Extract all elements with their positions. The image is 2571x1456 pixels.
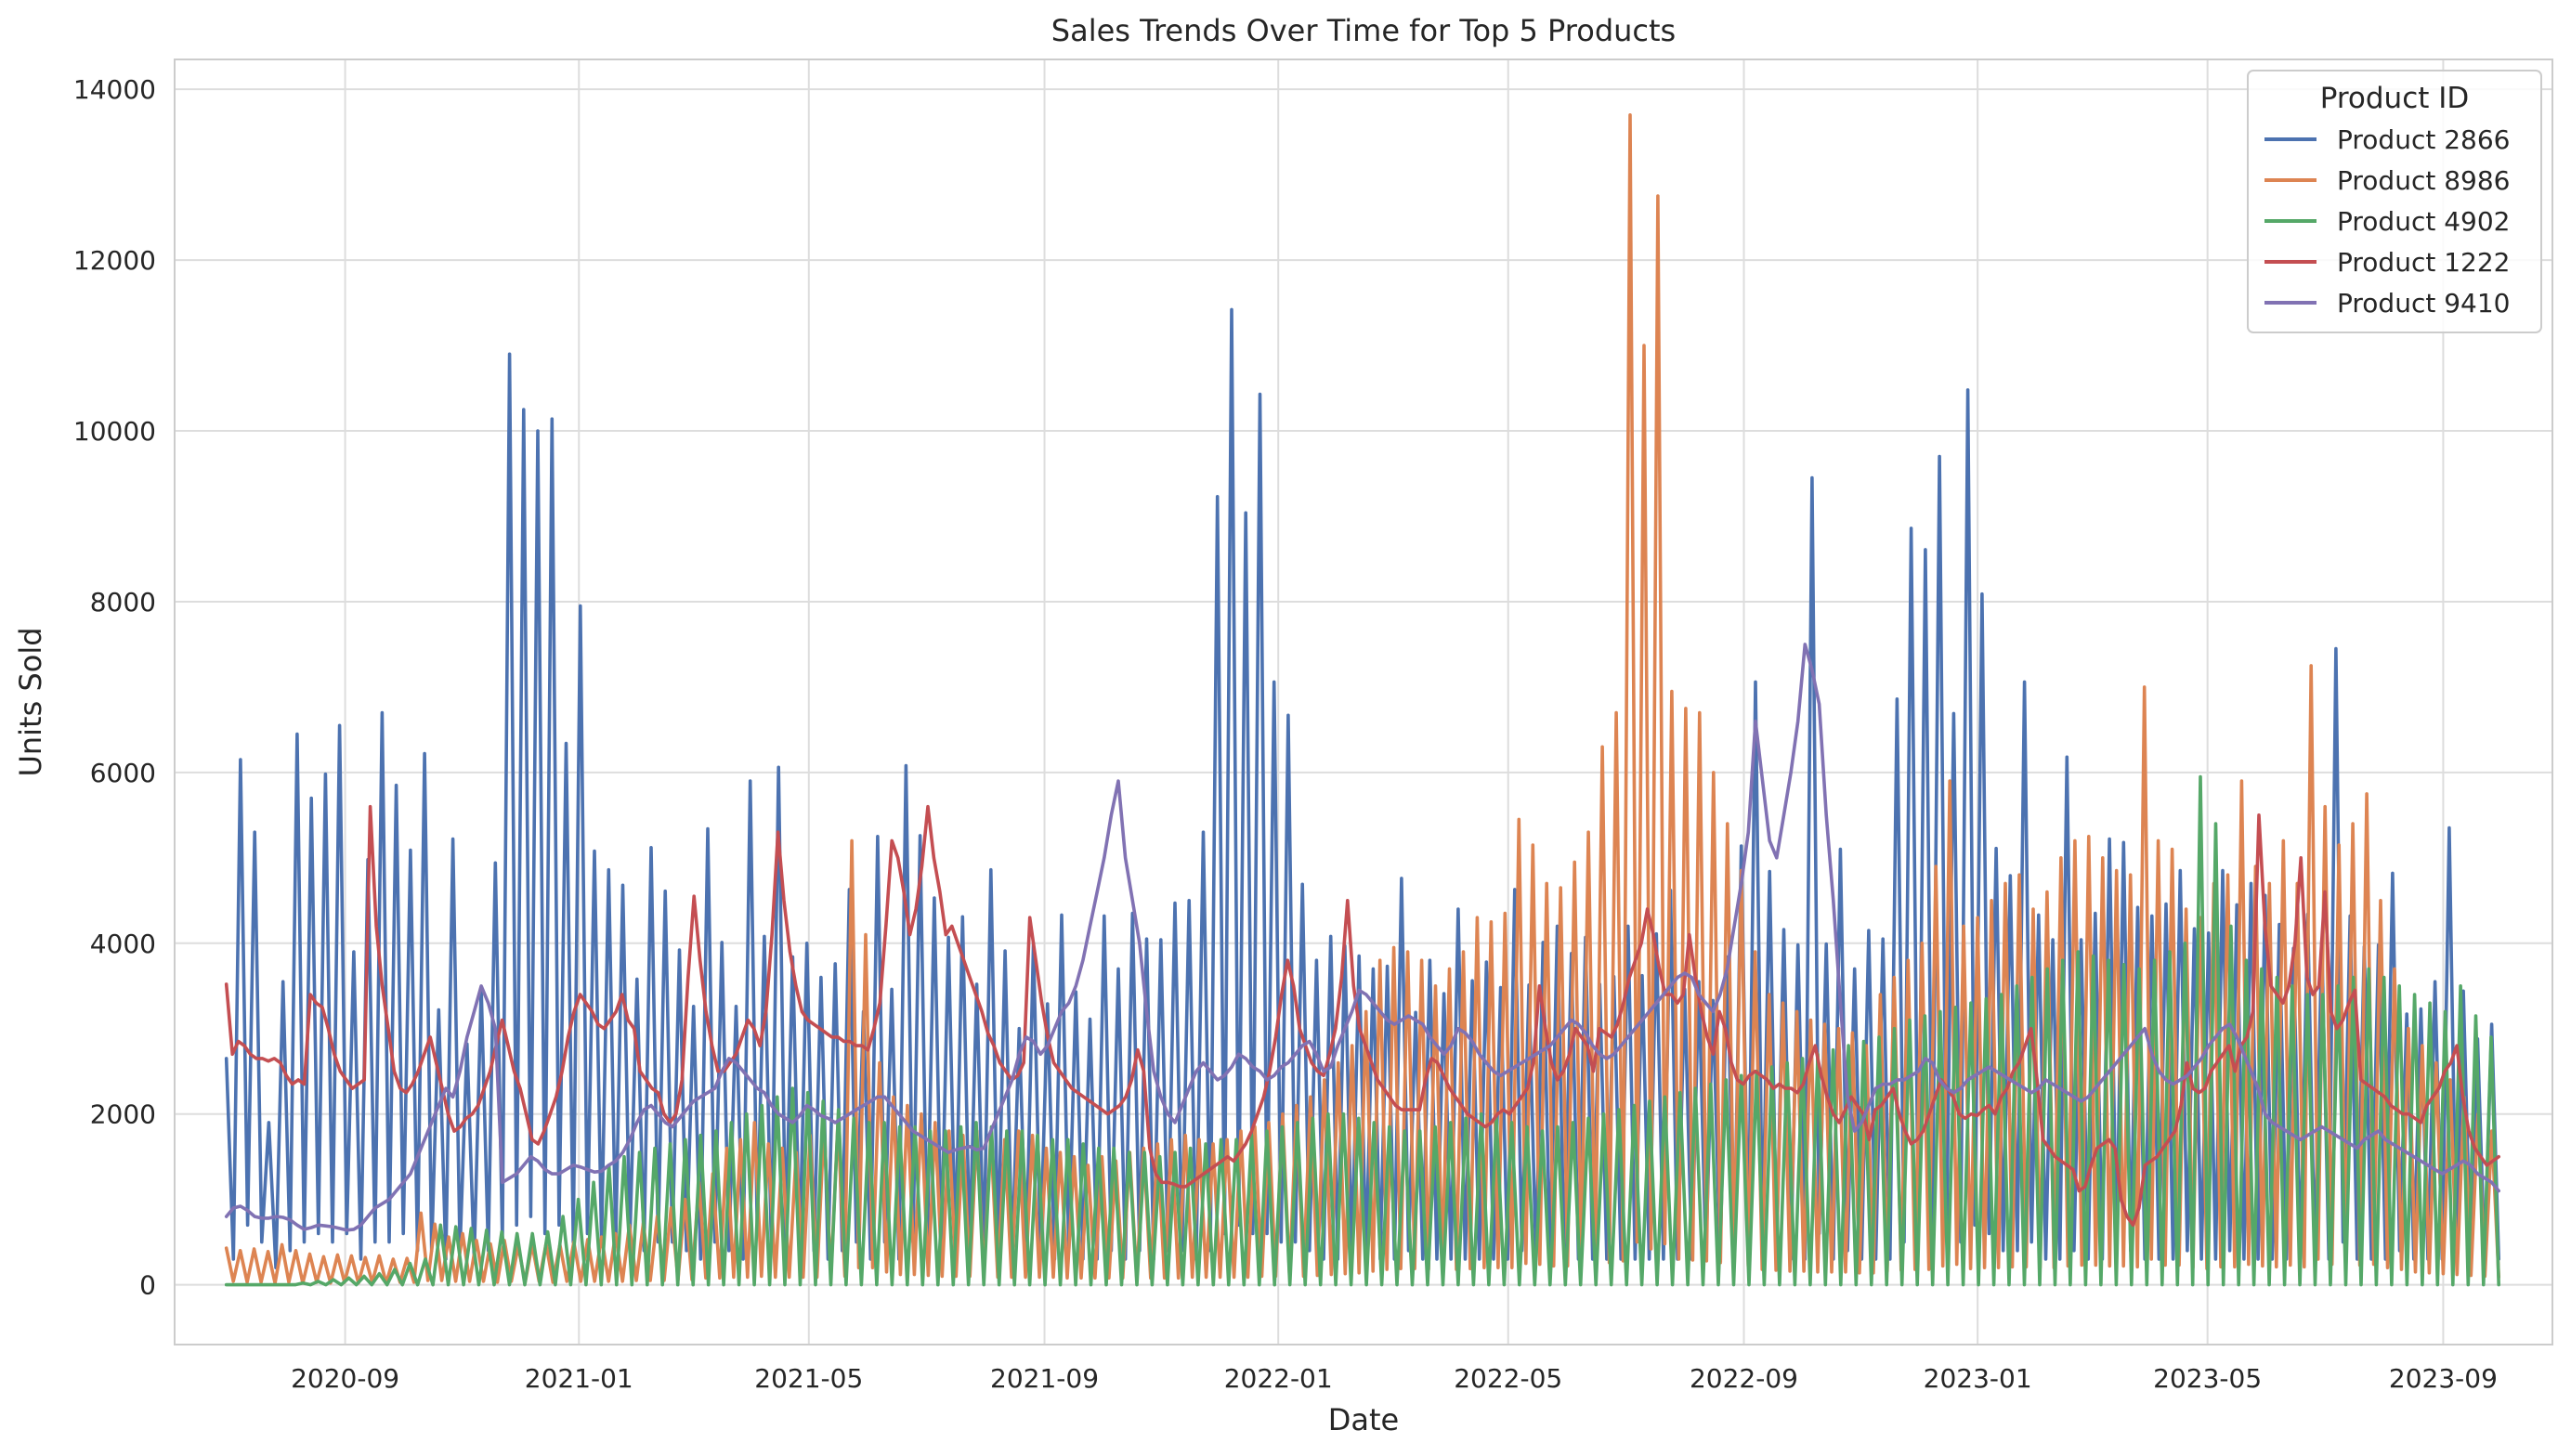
x-axis-title: Date bbox=[1328, 1402, 1399, 1437]
x-tick-label: 2021-01 bbox=[525, 1363, 633, 1394]
x-tick-label: 2023-05 bbox=[2153, 1363, 2262, 1394]
series-line-product-1222 bbox=[224, 804, 2500, 1228]
x-tick-label: 2022-09 bbox=[1690, 1363, 1798, 1394]
x-tick-label: 2022-05 bbox=[1454, 1363, 1562, 1394]
y-axis-title: Units Sold bbox=[13, 627, 48, 776]
series-lines bbox=[224, 113, 2500, 1287]
x-tick-label: 2021-09 bbox=[990, 1363, 1099, 1394]
legend-label: Product 1222 bbox=[2337, 247, 2510, 278]
y-tick-label: 2000 bbox=[90, 1099, 156, 1130]
legend-items: Product 2866 Product 8986 Product 4902 Prod… bbox=[2264, 124, 2510, 318]
y-axis-ticks: 0 2000 4000 6000 8000 10000 12000 14000 bbox=[73, 74, 156, 1300]
y-tick-label: 4000 bbox=[90, 929, 156, 959]
legend-label: Product 2866 bbox=[2337, 124, 2510, 155]
y-tick-label: 0 bbox=[139, 1270, 156, 1301]
legend-label: Product 4902 bbox=[2337, 206, 2510, 237]
y-tick-label: 6000 bbox=[90, 758, 156, 788]
chart-title: Sales Trends Over Time for Top 5 Product… bbox=[1051, 13, 1676, 48]
y-tick-label: 12000 bbox=[73, 245, 156, 276]
legend-title: Product ID bbox=[2320, 82, 2470, 115]
x-tick-label: 2022-01 bbox=[1224, 1363, 1333, 1394]
plot-frame bbox=[174, 58, 2553, 1346]
legend-label: Product 8986 bbox=[2337, 165, 2510, 196]
x-tick-label: 2023-09 bbox=[2389, 1363, 2498, 1394]
series-line-product-9410 bbox=[224, 643, 2500, 1232]
legend-box bbox=[2247, 70, 2542, 333]
y-tick-label: 10000 bbox=[73, 416, 156, 447]
series-line-product-4902 bbox=[224, 774, 2500, 1287]
x-tick-label: 2021-05 bbox=[754, 1363, 863, 1394]
x-tick-label: 2020-09 bbox=[291, 1363, 399, 1394]
y-tick-label: 14000 bbox=[73, 74, 156, 105]
x-tick-label: 2023-01 bbox=[1924, 1363, 2032, 1394]
x-axis-ticks: 2020-09 2021-01 2021-05 2021-09 2022-01 2022-… bbox=[291, 1363, 2498, 1394]
y-tick-label: 8000 bbox=[90, 587, 156, 618]
legend-label: Product 9410 bbox=[2337, 288, 2510, 318]
